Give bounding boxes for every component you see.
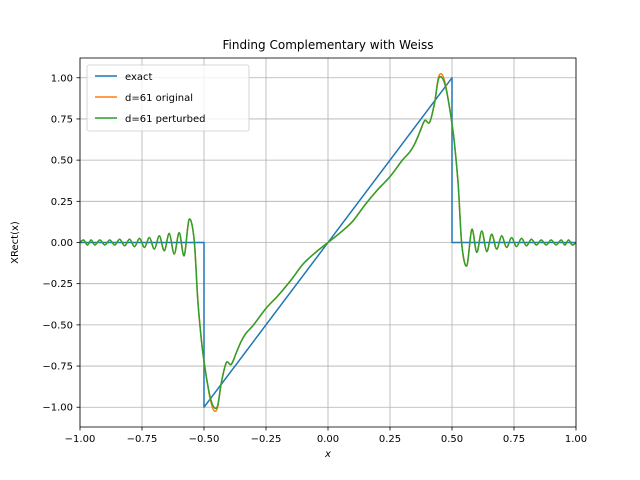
legend-label: d=61 original — [125, 93, 193, 104]
x-tick-label: 0.00 — [317, 434, 339, 445]
x-tick-label: 0.50 — [441, 434, 463, 445]
x-axis-label: x — [324, 449, 331, 460]
y-axis-label: XRect(x) — [10, 221, 21, 264]
ticks: −1.00 −0.75 −0.50 −0.25 0.00 0.25 0.50 0.75 1.00… — [42, 73, 587, 445]
y-tick-label: 0.75 — [51, 114, 73, 125]
chart-title: Finding Complementary with Weiss — [223, 38, 434, 52]
x-tick-label: 0.75 — [503, 434, 525, 445]
y-tick-label: −1.00 — [42, 403, 73, 414]
x-tick-label: 1.00 — [565, 434, 587, 445]
y-tick-label: −0.25 — [42, 279, 73, 290]
legend-label: exact — [125, 72, 153, 83]
legend-box — [86, 64, 250, 132]
x-tick-label: 0.25 — [379, 434, 401, 445]
y-tick-label: 1.00 — [51, 73, 73, 84]
x-tick-label: −0.50 — [189, 434, 220, 445]
legend-label: d=61 perturbed — [125, 114, 205, 125]
y-tick-label: −0.50 — [42, 320, 73, 331]
x-tick-label: −1.00 — [65, 434, 96, 445]
series-layer — [79, 72, 577, 413]
x-tick-label: −0.25 — [251, 434, 282, 445]
y-tick-label: 0.50 — [51, 156, 73, 167]
series-line-3 — [79, 75, 577, 410]
x-tick-label: −0.75 — [127, 434, 158, 445]
legend: exact d=61 original d=61 perturbed — [86, 64, 250, 132]
y-tick-label: 0.25 — [51, 197, 73, 208]
y-tick-label: −0.75 — [42, 362, 73, 373]
y-tick-label: 0.00 — [51, 238, 73, 249]
